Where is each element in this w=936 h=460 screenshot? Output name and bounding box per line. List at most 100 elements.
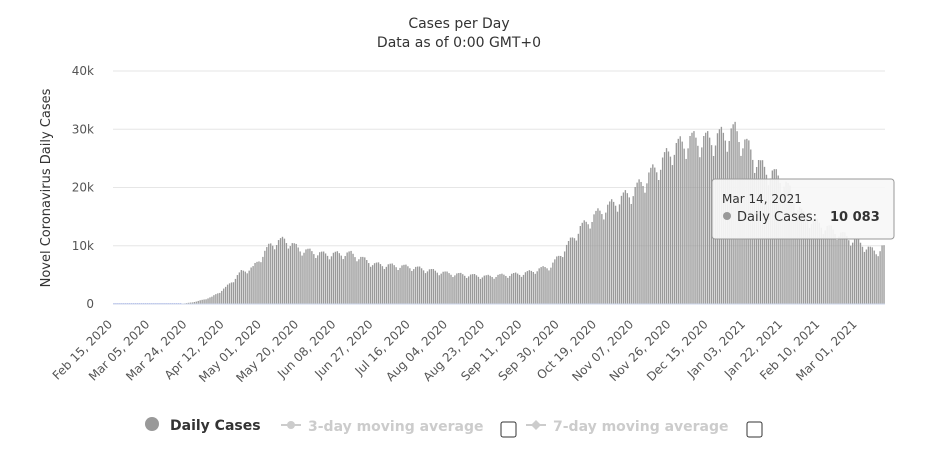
bar[interactable] (221, 291, 222, 304)
bar[interactable] (200, 300, 201, 304)
bar[interactable] (452, 277, 453, 304)
bar[interactable] (554, 259, 555, 304)
bar[interactable] (270, 243, 271, 304)
bar[interactable] (413, 269, 414, 304)
bar[interactable] (380, 264, 381, 304)
bar[interactable] (860, 243, 861, 304)
bar[interactable] (239, 272, 240, 304)
legend-item-3day-average[interactable]: 3-day moving average (281, 419, 484, 435)
bar[interactable] (323, 252, 324, 304)
bar[interactable] (621, 196, 622, 304)
bar[interactable] (629, 197, 630, 304)
bar[interactable] (211, 297, 212, 304)
bar[interactable] (493, 279, 494, 304)
bar[interactable] (225, 287, 226, 304)
bar[interactable] (568, 241, 569, 304)
bar[interactable] (666, 148, 667, 304)
bar[interactable] (370, 267, 371, 304)
bar[interactable] (346, 252, 347, 304)
bar[interactable] (215, 294, 216, 304)
bar[interactable] (691, 133, 692, 304)
bar[interactable] (266, 247, 267, 304)
bar[interactable] (331, 256, 332, 304)
bar[interactable] (419, 267, 420, 304)
bar[interactable] (333, 253, 334, 304)
bar[interactable] (372, 265, 373, 304)
bar[interactable] (656, 172, 657, 304)
bar[interactable] (280, 238, 281, 304)
bar[interactable] (521, 277, 522, 304)
bar[interactable] (217, 293, 218, 304)
bar[interactable] (382, 266, 383, 304)
bar[interactable] (644, 193, 645, 304)
bar[interactable] (556, 256, 557, 304)
bar[interactable] (662, 158, 663, 304)
bar[interactable] (294, 243, 295, 304)
bar[interactable] (237, 275, 238, 304)
bar[interactable] (832, 229, 833, 304)
bar[interactable] (476, 275, 477, 304)
bar[interactable] (537, 271, 538, 304)
bar[interactable] (466, 278, 467, 304)
bar[interactable] (546, 268, 547, 304)
bar[interactable] (386, 267, 387, 304)
bar[interactable] (407, 266, 408, 304)
bar[interactable] (601, 214, 602, 304)
bar[interactable] (472, 274, 473, 304)
bar[interactable] (623, 192, 624, 304)
bar[interactable] (378, 262, 379, 304)
bar[interactable] (580, 226, 581, 304)
bar[interactable] (538, 268, 539, 304)
bar[interactable] (540, 267, 541, 304)
bar[interactable] (584, 220, 585, 304)
bar[interactable] (513, 273, 514, 304)
bar[interactable] (680, 136, 681, 304)
bar[interactable] (262, 257, 263, 304)
bar[interactable] (611, 199, 612, 304)
bar[interactable] (687, 148, 688, 304)
bar[interactable] (881, 245, 882, 304)
bar[interactable] (685, 159, 686, 304)
bar[interactable] (392, 263, 393, 304)
bar[interactable] (209, 297, 210, 304)
bar[interactable] (374, 263, 375, 304)
bar[interactable] (864, 252, 865, 304)
bar[interactable] (870, 247, 871, 304)
bar[interactable] (425, 273, 426, 304)
checkbox-3day-average[interactable] (501, 422, 516, 437)
bar[interactable] (278, 240, 279, 304)
bar[interactable] (272, 246, 273, 304)
bar[interactable] (482, 277, 483, 304)
bar[interactable] (274, 249, 275, 304)
bar[interactable] (589, 229, 590, 304)
bar[interactable] (258, 261, 259, 304)
bar[interactable] (345, 256, 346, 304)
bar[interactable] (366, 260, 367, 304)
bar[interactable] (495, 277, 496, 304)
bar[interactable] (297, 247, 298, 304)
bar[interactable] (699, 157, 700, 304)
bar[interactable] (319, 252, 320, 304)
bar[interactable] (256, 262, 257, 304)
bar[interactable] (454, 275, 455, 304)
bar[interactable] (854, 239, 855, 304)
bar[interactable] (578, 234, 579, 304)
bar[interactable] (231, 282, 232, 304)
bar[interactable] (879, 251, 880, 304)
bar[interactable] (668, 152, 669, 305)
bar[interactable] (260, 262, 261, 304)
bar[interactable] (376, 263, 377, 304)
bar[interactable] (411, 271, 412, 304)
bar[interactable] (241, 270, 242, 304)
bar[interactable] (201, 300, 202, 304)
bar[interactable] (511, 274, 512, 304)
bar[interactable] (203, 299, 204, 304)
bar[interactable] (576, 241, 577, 304)
bar[interactable] (356, 261, 357, 304)
bar[interactable] (582, 223, 583, 304)
bar[interactable] (670, 157, 671, 304)
bar[interactable] (633, 196, 634, 304)
bar[interactable] (658, 180, 659, 304)
bar[interactable] (250, 268, 251, 305)
bar[interactable] (613, 202, 614, 304)
